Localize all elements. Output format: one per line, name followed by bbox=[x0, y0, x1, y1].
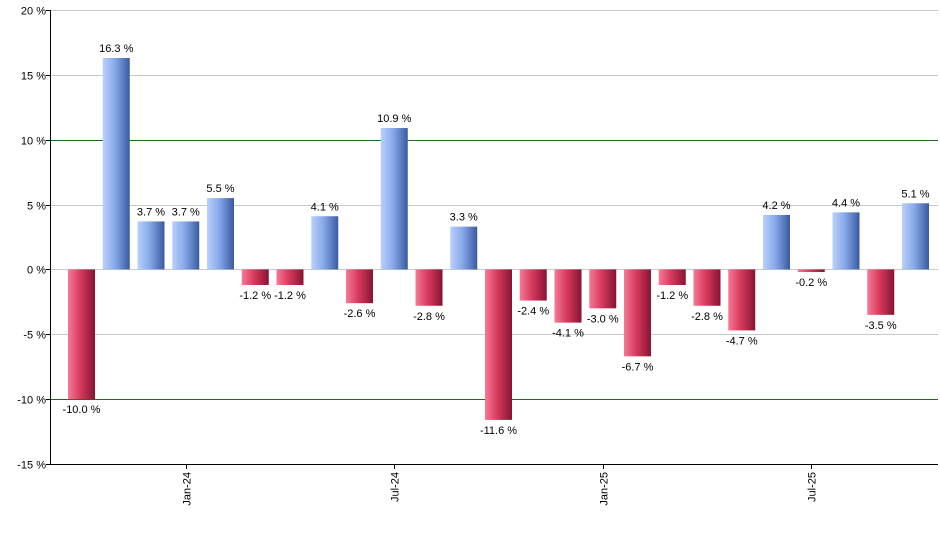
y-tick-label: 15 % bbox=[21, 71, 46, 83]
data-label: 4.2 % bbox=[762, 200, 790, 212]
data-label: -10.0 % bbox=[63, 404, 101, 416]
data-label: 4.1 % bbox=[311, 201, 339, 213]
data-label: 10.9 % bbox=[377, 113, 411, 125]
data-label: -1.2 % bbox=[274, 290, 306, 302]
x-tick-label: Jul-24 bbox=[390, 472, 402, 502]
bar bbox=[763, 214, 790, 270]
axes: 20 % 15 % 10 % 5 % 0 % -5 % -10 % -15 % Jan-24 Ju… bbox=[17, 6, 938, 506]
bar bbox=[519, 269, 547, 301]
data-label: -2.8 % bbox=[413, 311, 445, 323]
bar bbox=[102, 57, 130, 270]
data-label: -4.7 % bbox=[726, 335, 758, 347]
x-tick-label: Jan-24 bbox=[182, 472, 194, 506]
bar bbox=[276, 269, 304, 285]
bar bbox=[867, 269, 895, 315]
data-label: -3.0 % bbox=[587, 313, 619, 325]
bars bbox=[68, 57, 929, 420]
data-label: -2.4 % bbox=[517, 306, 549, 318]
bar bbox=[658, 269, 686, 285]
y-tick-label: -15 % bbox=[17, 460, 46, 472]
bar bbox=[728, 269, 756, 331]
data-label: 3.3 % bbox=[450, 212, 478, 224]
data-label: -6.7 % bbox=[622, 361, 654, 373]
data-label: 16.3 % bbox=[99, 43, 133, 55]
y-tick-label: 10 % bbox=[21, 136, 46, 148]
bar bbox=[172, 221, 200, 270]
bar bbox=[207, 198, 234, 270]
bar bbox=[554, 269, 582, 323]
data-label: -4.1 % bbox=[552, 328, 584, 340]
bar bbox=[485, 269, 512, 420]
y-tick-label: 0 % bbox=[27, 265, 46, 277]
data-label: -0.2 % bbox=[795, 277, 827, 289]
bar bbox=[311, 216, 339, 270]
bar bbox=[241, 269, 269, 285]
bar bbox=[380, 128, 408, 270]
data-label: 3.7 % bbox=[172, 206, 200, 218]
y-tick-label: 20 % bbox=[21, 6, 46, 18]
y-tick-label: 5 % bbox=[27, 201, 46, 213]
bar bbox=[624, 269, 651, 357]
bar bbox=[589, 269, 617, 309]
data-label: 3.7 % bbox=[137, 206, 165, 218]
y-tick-label: -10 % bbox=[17, 395, 46, 407]
bar bbox=[415, 269, 443, 306]
bar bbox=[797, 269, 825, 273]
data-label: -2.8 % bbox=[691, 311, 723, 323]
bar bbox=[346, 269, 373, 304]
data-label: -11.6 % bbox=[480, 425, 517, 437]
bar bbox=[450, 226, 478, 270]
data-label: -1.2 % bbox=[656, 290, 688, 302]
data-label: -1.2 % bbox=[239, 290, 271, 302]
x-tick-label: Jul-25 bbox=[807, 472, 819, 502]
bar bbox=[902, 203, 929, 270]
bar bbox=[137, 221, 165, 270]
x-tick-label: Jan-25 bbox=[599, 472, 611, 506]
data-label: 5.1 % bbox=[901, 188, 929, 200]
bar bbox=[832, 212, 860, 270]
data-label: 5.5 % bbox=[206, 183, 234, 195]
data-label: -2.6 % bbox=[344, 308, 376, 320]
data-label: -3.5 % bbox=[865, 320, 897, 332]
data-labels: -10.0 %16.3 %3.7 % 3.7 %5.5 %-1.2 % -1.2 %… bbox=[63, 43, 930, 437]
data-label: 4.4 % bbox=[832, 197, 860, 209]
y-tick-label: -5 % bbox=[23, 330, 46, 342]
bar bbox=[693, 269, 721, 306]
bar bbox=[68, 269, 95, 400]
